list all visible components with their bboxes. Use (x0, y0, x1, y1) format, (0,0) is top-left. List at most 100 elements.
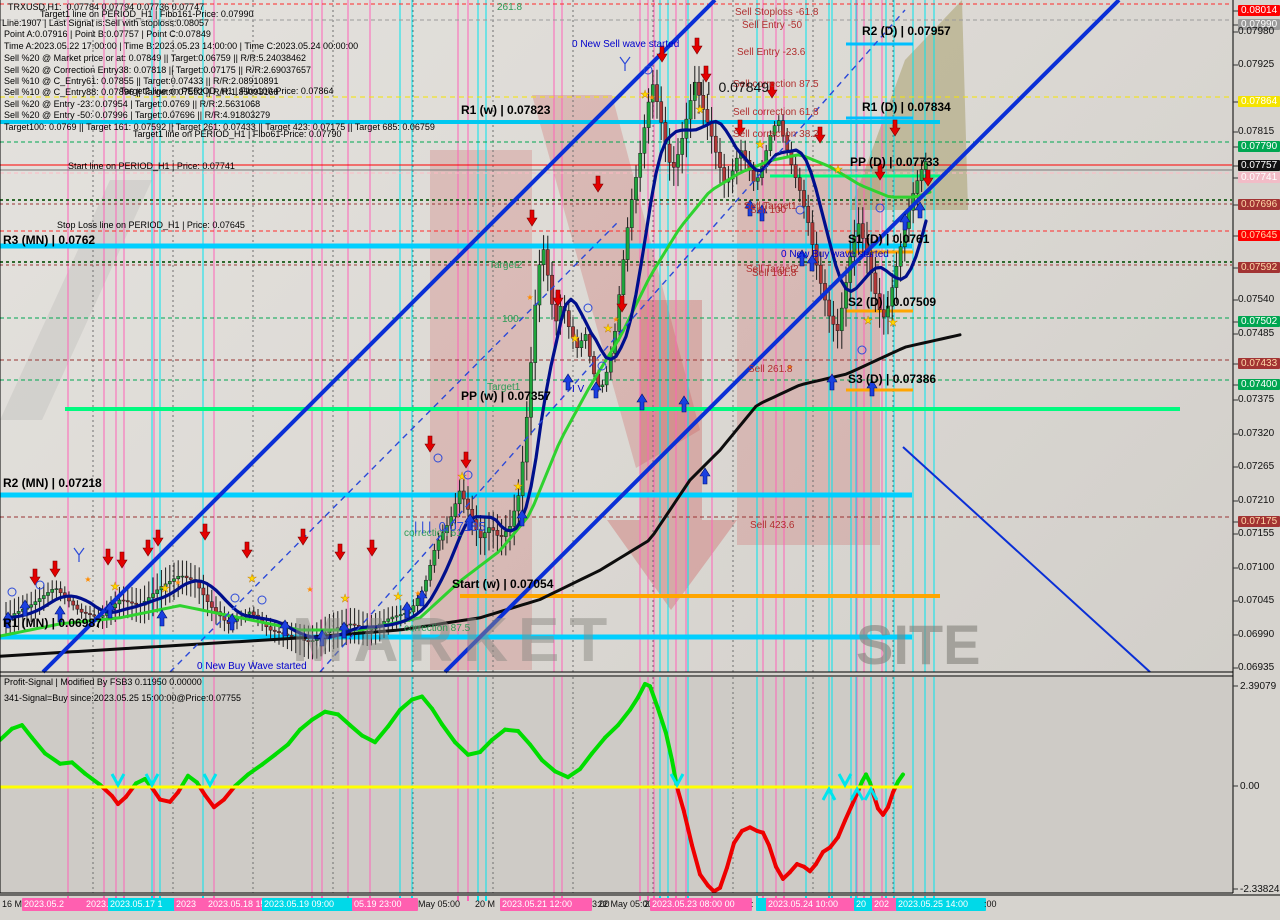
oscillator-line (168, 790, 180, 804)
candle-body (697, 81, 701, 96)
buy-arrow-icon (756, 204, 768, 222)
watermark-wedge (850, 0, 968, 210)
sell-arrow-icon (460, 451, 472, 469)
time-axis-label: 202 (872, 898, 898, 911)
price-scale-label: 0.07540 (1238, 294, 1275, 305)
candle-body (474, 519, 479, 531)
candle-body (83, 611, 88, 614)
time-axis-label: 2023.05.21 12:00 (500, 898, 592, 911)
candle-body (873, 272, 878, 294)
oscillator-line (540, 758, 557, 774)
sell-arrow-icon (766, 81, 778, 99)
sell-level-label: Sell Entry -23.6 (737, 47, 806, 58)
burst-icon: ★ (84, 575, 91, 584)
oscillator-line (503, 727, 520, 733)
oscillator-line (440, 722, 457, 745)
sell-arrow-icon (889, 119, 901, 137)
price-scale-label: 0.07210 (1238, 495, 1275, 506)
oscillator-line (675, 785, 686, 814)
hline-label: Target1 line on PERIOD_H1 | Fibo61-Price… (133, 129, 342, 139)
header-info-line: TRXUSD,H1: 0.07784 0.07794 0.07736 0.077… (8, 2, 205, 12)
sell-arrow-icon (366, 539, 378, 557)
star-icon: ★ (247, 573, 257, 585)
circle-marker-icon (7, 587, 17, 597)
candle-body (432, 550, 437, 566)
sell-arrow-icon (734, 119, 746, 137)
oscillator-line (725, 841, 736, 870)
trendline (902, 446, 1151, 673)
candle-body (629, 199, 634, 228)
oscillator-line (553, 769, 570, 780)
time-axis-label: 2023.05.2 (22, 898, 86, 911)
candle-body (688, 100, 693, 120)
pivot-label: PP (w) | 0.07357 (461, 389, 551, 403)
trendline (41, 0, 717, 674)
oscillator-line (430, 706, 444, 727)
candle-body (587, 334, 592, 357)
burst-icon: ★ (174, 578, 181, 587)
candle-body (512, 510, 517, 527)
ma-mid-line (0, 153, 932, 638)
oscillator-line (179, 773, 190, 789)
price-scale-label: 0.07265 (1238, 461, 1275, 472)
buy-arrow-icon (19, 599, 31, 617)
time-axis-label: 2023.05.24 10:00 (766, 898, 856, 911)
oscillator-line (690, 843, 702, 877)
sell-arrow-icon (49, 560, 61, 578)
candle-body (251, 611, 256, 616)
candle-body (33, 601, 38, 605)
candle-body (860, 223, 865, 239)
candle-body (650, 84, 655, 103)
oscillator-line (656, 706, 668, 736)
watermark-wedge (0, 180, 152, 420)
oscillator-line (490, 727, 507, 742)
candle-body (113, 603, 118, 608)
oscillator-line (648, 684, 660, 711)
sell-arrow-icon (424, 435, 436, 453)
oscillator-signal-arrow-icon (110, 773, 126, 789)
star-icon: ★ (340, 593, 350, 605)
sell-arrow-icon (700, 65, 712, 83)
candle-body (659, 101, 664, 123)
oscillator-line (222, 785, 237, 802)
sell-arrow-icon (691, 37, 703, 55)
candle-body (831, 315, 836, 325)
star-icon: ★ (110, 581, 120, 593)
price-scale-label: 0.07433 (1238, 358, 1280, 369)
oscillator-line (767, 843, 778, 869)
candle-body (554, 304, 559, 322)
circle-marker-icon (643, 65, 653, 75)
oscillator-line (212, 797, 226, 810)
candle-body (184, 575, 189, 579)
burst-icon: ★ (648, 93, 655, 102)
sell-arrow-icon (29, 568, 41, 586)
price-scale-label: 0.07645 (1238, 230, 1280, 241)
buy-arrow-icon (338, 621, 350, 639)
oscillator-line (466, 750, 482, 757)
candle-body (625, 227, 630, 260)
sell-arrow-icon (922, 169, 934, 187)
oscillator-line (732, 828, 744, 845)
fibo-label: Target2 (489, 260, 523, 271)
candle-body (810, 222, 815, 245)
oscillator-signal-arrow-icon (821, 785, 837, 801)
oscillator-line (628, 695, 640, 712)
price-scale-label: 0.06935 (1238, 662, 1275, 673)
circle-marker-icon (583, 303, 593, 313)
candle-body (655, 84, 659, 102)
buy-arrow-icon (54, 605, 66, 623)
sell-arrow-icon (814, 126, 826, 144)
candle-body (705, 109, 710, 123)
candle-body (734, 157, 739, 172)
candle-body (634, 177, 638, 201)
sell-arrow-icon (552, 289, 564, 307)
candle-body (818, 264, 823, 284)
pivot-label: S1 (D) | 0.0761 (848, 232, 930, 246)
oscillator-line (233, 772, 250, 789)
sell-arrow-icon (152, 529, 164, 547)
candle-body (310, 640, 315, 642)
pivot-label: R2 (D) | 0.07957 (862, 24, 951, 38)
candle-body (541, 249, 546, 265)
candle-body (201, 587, 206, 596)
